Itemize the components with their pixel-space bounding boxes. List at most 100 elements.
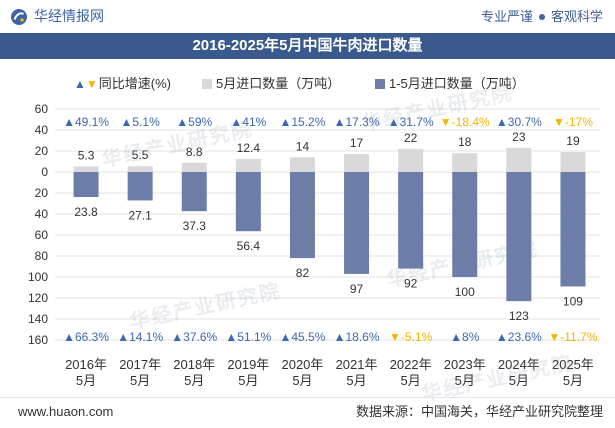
bar-jan-may-volume bbox=[127, 172, 153, 201]
yoy-growth-label: ▲17.3% bbox=[334, 115, 380, 129]
bar-may-volume bbox=[344, 154, 370, 172]
legend-label-jan-may: 1-5月进口数量（万吨） bbox=[389, 76, 525, 91]
data-source-note: 数据来源：中国海关，华经产业研究院整理 bbox=[355, 404, 603, 419]
legend-label-may: 5月进口数量（万吨） bbox=[216, 76, 341, 91]
yoy-unit: % bbox=[422, 330, 433, 344]
yoy-value: 15.2 bbox=[291, 115, 315, 129]
x-tick-label: 2019年 5月 bbox=[227, 357, 269, 388]
yoy-value: 5.1 bbox=[132, 115, 149, 129]
triangle-up-icon: ▲ bbox=[388, 115, 400, 129]
x-tick-month: 5月 bbox=[401, 373, 421, 388]
bar-may-volume bbox=[235, 158, 261, 172]
triangle-up-icon: ▲ bbox=[279, 330, 291, 344]
yoy-unit: % bbox=[582, 115, 593, 129]
triangle-up-icon: ▲ bbox=[176, 115, 188, 129]
yoy-growth-label: ▲49.1% bbox=[63, 115, 109, 129]
triangle-up-icon: ▲ bbox=[334, 115, 346, 129]
bar-may-volume bbox=[127, 166, 153, 172]
value-label-may: 18 bbox=[458, 135, 472, 149]
yoy-unit: % bbox=[98, 330, 109, 344]
huaon-logo-icon bbox=[11, 9, 27, 25]
x-tick-month: 5月 bbox=[76, 373, 96, 388]
bar-may-volume bbox=[452, 153, 478, 172]
y-tick-label: 60 bbox=[35, 228, 49, 242]
bar-jan-may-volume bbox=[73, 172, 99, 197]
yoy-unit: % bbox=[369, 115, 380, 129]
yoy-value: 14.1 bbox=[129, 330, 153, 344]
value-label-jan-may: 92 bbox=[404, 277, 418, 291]
yoy-value: -11.7 bbox=[560, 330, 587, 344]
yoy-unit: % bbox=[152, 330, 163, 344]
yoy-value: 17.3 bbox=[345, 115, 369, 129]
chart-legend: ▲▼同比增速(%) 5月进口数量（万吨） 1-5月进口数量（万吨） bbox=[0, 75, 615, 93]
x-tick-year: 2016年 bbox=[65, 357, 107, 372]
yoy-growth-label: ▲51.1% bbox=[225, 330, 271, 344]
yoy-unit: % bbox=[202, 115, 213, 129]
x-tick-label: 2022年 5月 bbox=[390, 357, 432, 388]
value-label-jan-may: 97 bbox=[350, 282, 364, 296]
triangle-up-icon: ▲ bbox=[117, 330, 129, 344]
y-tick-label: 0 bbox=[41, 165, 48, 179]
yoy-growth-label: ▼-17% bbox=[553, 115, 593, 129]
value-label-may: 22 bbox=[404, 131, 418, 145]
x-tick-year: 2020年 bbox=[281, 357, 323, 372]
x-tick-label: 2020年 5月 bbox=[281, 357, 323, 388]
yoy-growth-label: ▲30.7% bbox=[496, 115, 542, 129]
y-tick-label: 20 bbox=[35, 186, 49, 200]
yoy-unit: % bbox=[315, 330, 326, 344]
yoy-growth-label: ▲18.6% bbox=[334, 330, 380, 344]
y-tick-label: 120 bbox=[28, 291, 48, 305]
bar-may-volume bbox=[398, 148, 424, 172]
bar-jan-may-volume bbox=[344, 172, 370, 274]
yoy-value: 59 bbox=[188, 115, 202, 129]
y-tick-label: 60 bbox=[35, 102, 49, 116]
x-tick-label: 2021年 5月 bbox=[336, 357, 378, 388]
yoy-value: 37.6 bbox=[183, 330, 207, 344]
x-tick-label: 2024年 5月 bbox=[498, 357, 540, 388]
value-label-may: 5.3 bbox=[78, 148, 95, 162]
x-tick-label: 2017年 5月 bbox=[119, 357, 161, 388]
value-label-may: 5.5 bbox=[132, 148, 149, 162]
x-tick-label: 2023年 5月 bbox=[444, 357, 486, 388]
x-tick-label: 2018年 5月 bbox=[173, 357, 215, 388]
yoy-growth-label: ▼-5.1% bbox=[389, 330, 433, 344]
triangle-up-icon: ▲ bbox=[496, 115, 508, 129]
x-tick-year: 2025年 bbox=[552, 357, 594, 372]
yoy-growth-label: ▲37.6% bbox=[171, 330, 217, 344]
slogan: 专业严谨 客观科学 bbox=[481, 9, 603, 25]
triangle-down-icon: ▼ bbox=[548, 330, 560, 344]
triangle-up-icon: ▲ bbox=[63, 330, 75, 344]
triangle-up-icon: ▲ bbox=[225, 330, 237, 344]
yoy-unit: % bbox=[315, 115, 326, 129]
yoy-value: -18.4 bbox=[452, 115, 480, 129]
yoy-growth-label: ▲66.3% bbox=[63, 330, 109, 344]
value-label-may: 17 bbox=[350, 136, 364, 150]
yoy-unit: % bbox=[531, 330, 542, 344]
yoy-value: 30.7 bbox=[508, 115, 532, 129]
x-tick-month: 5月 bbox=[130, 373, 150, 388]
legend-swatch-may bbox=[202, 78, 212, 89]
value-label-jan-may: 100 bbox=[455, 285, 475, 299]
bar-may-volume bbox=[506, 147, 532, 172]
yoy-unit: % bbox=[423, 115, 434, 129]
x-tick-year: 2018年 bbox=[173, 357, 215, 372]
yoy-growth-label: ▲31.7% bbox=[388, 115, 434, 129]
yoy-growth-label: ▲8% bbox=[450, 330, 480, 344]
site-header: 华经情报网 专业严谨 客观科学 bbox=[0, 0, 615, 33]
y-axis: 60 40 20 0 20 40 60 80 100 120 140 160 bbox=[28, 102, 48, 347]
value-label-jan-may: 23.8 bbox=[74, 205, 98, 219]
bars bbox=[73, 147, 586, 302]
yoy-value: 23.6 bbox=[508, 330, 532, 344]
value-label-may: 8.8 bbox=[186, 145, 203, 159]
value-labels: 5.3 23.8 5.5 27.1 8.8 37.3 12.4 56.4 14 82 17 97 22 9… bbox=[74, 130, 583, 323]
website-url: www.huaon.com bbox=[18, 404, 114, 419]
triangle-up-icon: ▲ bbox=[74, 77, 86, 91]
yoy-value: 8 bbox=[462, 330, 469, 344]
triangle-up-icon: ▲ bbox=[334, 330, 346, 344]
x-tick-month: 5月 bbox=[563, 373, 583, 388]
x-tick-year: 2023年 bbox=[444, 357, 486, 372]
yoy-value: 66.3 bbox=[75, 330, 99, 344]
value-label-jan-may: 37.3 bbox=[183, 219, 207, 233]
bar-jan-may-volume bbox=[506, 172, 532, 302]
